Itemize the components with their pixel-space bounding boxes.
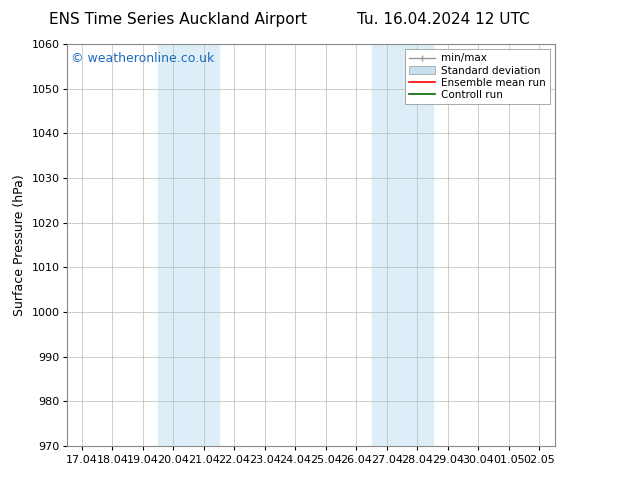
- Text: ENS Time Series Auckland Airport: ENS Time Series Auckland Airport: [49, 12, 306, 27]
- Legend: min/max, Standard deviation, Ensemble mean run, Controll run: min/max, Standard deviation, Ensemble me…: [405, 49, 550, 104]
- Text: © weatheronline.co.uk: © weatheronline.co.uk: [72, 52, 215, 65]
- Bar: [158, 44, 219, 446]
- Y-axis label: Surface Pressure (hPa): Surface Pressure (hPa): [13, 174, 26, 316]
- Text: Tu. 16.04.2024 12 UTC: Tu. 16.04.2024 12 UTC: [358, 12, 530, 27]
- Bar: [372, 44, 432, 446]
